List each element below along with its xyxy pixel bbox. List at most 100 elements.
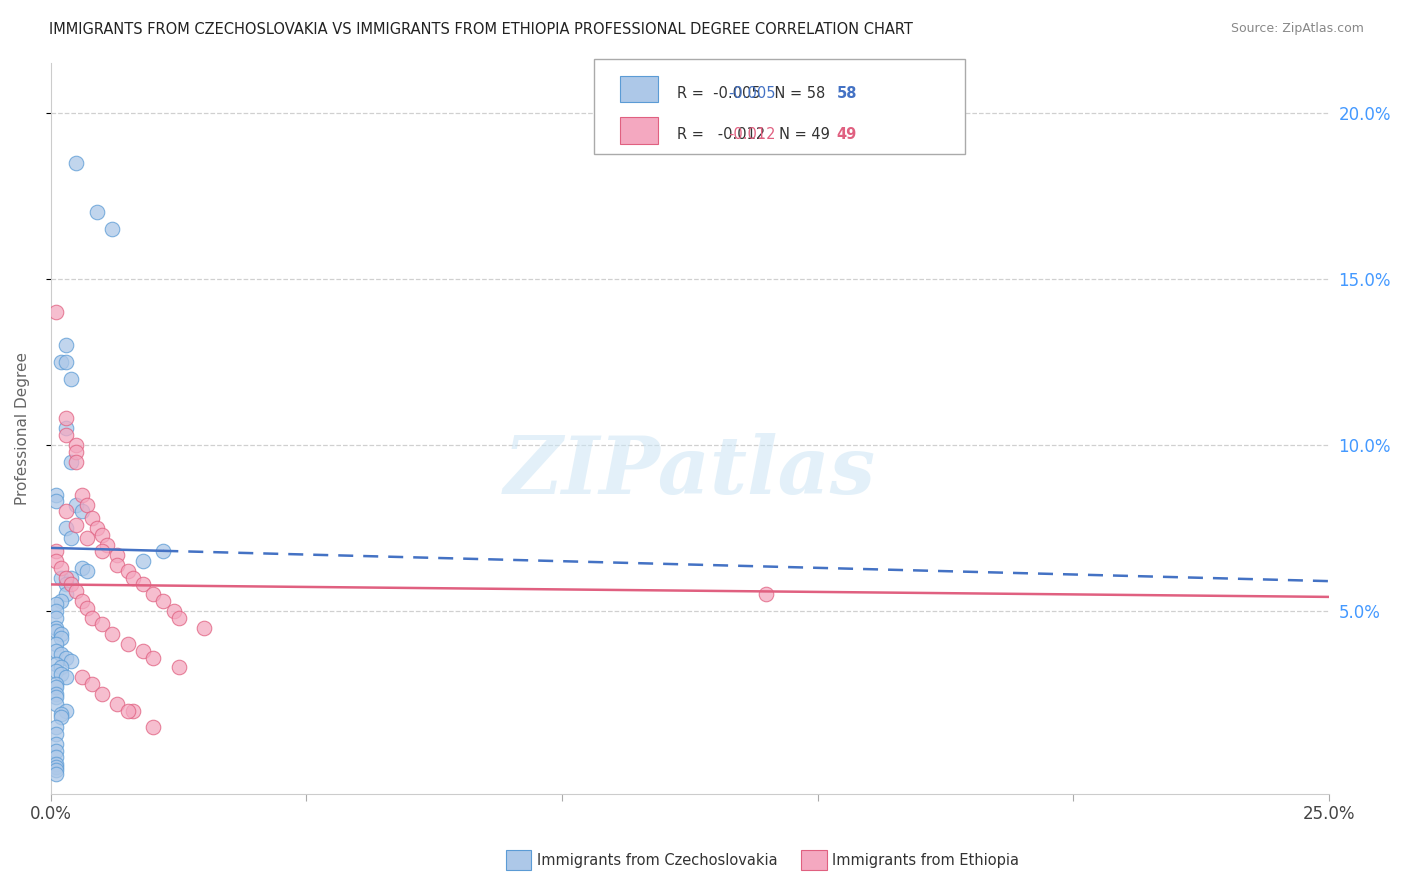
Point	[45, 610, 67, 624]
Point	[45, 750, 67, 764]
Point	[49, 660, 72, 674]
Point	[45, 743, 67, 757]
Point	[60, 577, 83, 591]
Point	[55, 670, 77, 684]
Point	[91, 687, 114, 701]
Point	[49, 710, 72, 724]
Point	[91, 527, 114, 541]
Point	[45, 637, 67, 651]
Point	[65, 454, 87, 468]
Point	[49, 631, 72, 645]
Point	[60, 371, 83, 385]
Point	[91, 617, 114, 632]
Point	[101, 222, 124, 236]
Point	[86, 205, 108, 219]
Point	[65, 498, 87, 512]
Point	[55, 704, 77, 718]
Point	[45, 644, 67, 658]
Text: IMMIGRANTS FROM CZECHOSLOVAKIA VS IMMIGRANTS FROM ETHIOPIA PROFESSIONAL DEGREE C: IMMIGRANTS FROM CZECHOSLOVAKIA VS IMMIGR…	[49, 22, 912, 37]
Point	[49, 355, 72, 369]
Point	[45, 677, 67, 691]
Point	[60, 654, 83, 668]
Text: Source: ZipAtlas.com: Source: ZipAtlas.com	[1230, 22, 1364, 36]
Point	[86, 521, 108, 535]
Text: 58: 58	[837, 87, 858, 101]
Point	[55, 587, 77, 601]
Text: Immigrants from Ethiopia: Immigrants from Ethiopia	[832, 854, 1019, 868]
Text: Immigrants from Czechoslovakia: Immigrants from Czechoslovakia	[537, 854, 778, 868]
Point	[70, 504, 93, 518]
Text: ZIPatlas: ZIPatlas	[503, 434, 876, 511]
Point	[105, 548, 128, 562]
Point	[49, 667, 72, 681]
Point	[167, 660, 190, 674]
Point	[45, 657, 67, 672]
Point	[152, 544, 174, 558]
Point	[45, 305, 67, 319]
Point	[142, 587, 165, 601]
Point	[101, 627, 124, 641]
Point	[121, 571, 143, 585]
Point	[80, 511, 103, 525]
Point	[80, 610, 103, 624]
Point	[55, 338, 77, 352]
Bar	[620, 118, 658, 144]
FancyBboxPatch shape	[593, 60, 965, 154]
Y-axis label: Professional Degree: Professional Degree	[15, 351, 30, 505]
Point	[117, 564, 139, 578]
Point	[76, 600, 98, 615]
Point	[60, 571, 83, 585]
Point	[55, 504, 77, 518]
Point	[45, 621, 67, 635]
Point	[55, 521, 77, 535]
Point	[45, 690, 67, 705]
Point	[49, 561, 72, 575]
Bar	[620, 76, 658, 103]
Point	[60, 531, 83, 545]
Point	[65, 155, 87, 169]
Point	[132, 577, 155, 591]
Point	[45, 764, 67, 778]
Point	[193, 621, 215, 635]
Point	[60, 454, 83, 468]
Point	[121, 704, 143, 718]
Point	[45, 687, 67, 701]
Point	[45, 737, 67, 751]
Point	[49, 706, 72, 721]
Point	[45, 760, 67, 774]
Point	[117, 637, 139, 651]
Text: R =  -0.005   N = 58: R = -0.005 N = 58	[678, 87, 825, 101]
Point	[105, 697, 128, 711]
Point	[45, 681, 67, 695]
Point	[65, 517, 87, 532]
Point	[45, 697, 67, 711]
Point	[49, 627, 72, 641]
Text: 49: 49	[837, 128, 858, 143]
Point	[55, 411, 77, 425]
Point	[65, 438, 87, 452]
Point	[142, 720, 165, 734]
Point	[45, 727, 67, 741]
Point	[162, 604, 184, 618]
Point	[45, 664, 67, 678]
Point	[755, 587, 778, 601]
Point	[142, 650, 165, 665]
Point	[45, 604, 67, 618]
Point	[132, 554, 155, 568]
Point	[55, 571, 77, 585]
Point	[45, 554, 67, 568]
Point	[91, 544, 114, 558]
Point	[45, 598, 67, 612]
Point	[70, 670, 93, 684]
Point	[167, 610, 190, 624]
Point	[49, 571, 72, 585]
Point	[96, 538, 118, 552]
Point	[49, 647, 72, 661]
Point	[76, 564, 98, 578]
Point	[55, 577, 77, 591]
Point	[65, 444, 87, 458]
Text: R =   -0.012   N = 49: R = -0.012 N = 49	[678, 128, 830, 143]
Point	[45, 720, 67, 734]
Point	[45, 494, 67, 508]
Point	[55, 355, 77, 369]
